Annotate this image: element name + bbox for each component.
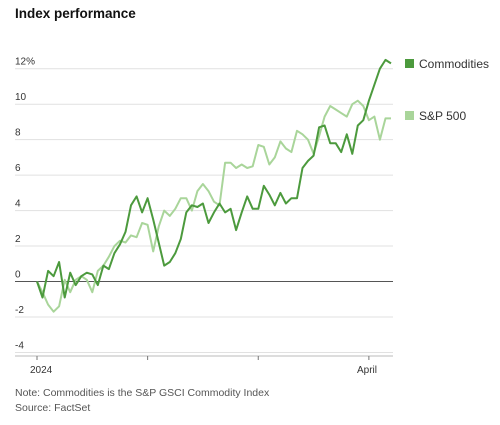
series-line-commodities [36,58,392,299]
chart-title: Index performance [15,6,136,21]
y-tick-label: -2 [15,305,24,316]
x-tick-label: April [357,365,377,376]
y-axis-ticks: 12% 10 8 6 4 2 0 -2 -4 [15,57,35,352]
y-tick-label: 8 [15,128,21,139]
y-tick-label: 10 [15,92,27,103]
chart-notes: Note: Commodities is the S&P GSCI Commod… [15,386,269,416]
legend-label-commodities: Commodities [419,57,489,71]
y-tick-label: 6 [15,163,21,174]
y-tick-label: 12% [15,57,35,68]
series-line-sp500 [36,99,391,313]
y-tick-label: -4 [15,340,24,351]
y-tick-label: 0 [15,270,21,281]
x-tick-label: 2024 [30,365,53,376]
y-tick-label: 4 [15,199,21,210]
y-tick-label: 2 [15,234,21,245]
x-axis: 2024 April [15,355,393,376]
legend-swatch-sp500 [405,111,414,120]
source-text: Source: FactSet [15,402,91,414]
legend: Commodities S&P 500 [405,57,489,123]
note-text: Note: Commodities is the S&P GSCI Commod… [15,387,270,399]
legend-label-sp500: S&P 500 [419,109,466,123]
legend-swatch-commodities [405,59,414,68]
